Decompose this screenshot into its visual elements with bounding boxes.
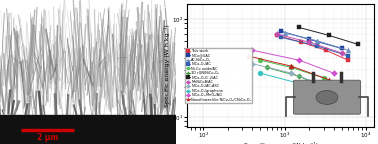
Circle shape: [316, 91, 338, 104]
This work: [299, 41, 304, 43]
NiCo@UAC: [339, 48, 344, 49]
FancyBboxPatch shape: [293, 80, 361, 114]
Bar: [0, 115, 176, 144]
NiCo₂O₄/AC-ASC: [250, 63, 255, 65]
NiCo₂O₄-MnO₂/AG: [332, 72, 336, 74]
Line: NiCo₂O₄/C-2/AC: NiCo₂O₄/C-2/AC: [297, 25, 361, 47]
MnNiCoB/AC: [307, 41, 311, 43]
Line: NiCo@UAC: NiCo@UAC: [279, 29, 344, 51]
This work: [274, 35, 279, 36]
AC-NiCo₂O₄: [346, 49, 350, 51]
Y-axis label: Specific energy (W h kg⁻¹): Specific energy (W h kg⁻¹): [164, 24, 170, 107]
NiCo₂O₄/C-2/AC: [297, 27, 301, 28]
MnNiCoB/AC: [339, 52, 344, 54]
NiCo@UAC: [279, 30, 283, 32]
NiCo₂O₄/AC: [279, 36, 283, 38]
NiCo@UAC: [307, 38, 311, 40]
Text: 2 μm: 2 μm: [37, 133, 58, 142]
Nanoflower-like NiCo₂O₄/CNiCo₂O₄: [289, 65, 293, 67]
NiCo₂O₄-MnO₂/AG: [297, 59, 301, 61]
NiCo₂O₄/graphene: [297, 83, 301, 84]
NiCo₂O₄/AC: [346, 55, 350, 57]
Line: Nanoflower-like NiCo₂O₄/CNiCo₂O₄: Nanoflower-like NiCo₂O₄/CNiCo₂O₄: [245, 53, 332, 82]
Line: NiCo₂O₄/graphene: NiCo₂O₄/graphene: [258, 71, 336, 105]
Line: 3D rGN/NiCo₂O₄: 3D rGN/NiCo₂O₄: [264, 65, 336, 94]
Nanoflower-like NiCo₂O₄/CNiCo₂O₄: [327, 79, 331, 80]
This work: [324, 49, 328, 51]
MnNiCoB/AC: [274, 33, 279, 35]
Nanoflower-like NiCo₂O₄/CNiCo₂O₄: [245, 55, 250, 57]
NiCo₂O₄/AC-ASC: [289, 72, 293, 74]
Ni-Co oxide/AC: [321, 77, 326, 79]
X-axis label: Specific power (W kg⁻¹): Specific power (W kg⁻¹): [243, 142, 318, 144]
3D rGN/NiCo₂O₄: [297, 75, 301, 77]
NiCo₂O₄/C-2/AC: [356, 44, 361, 45]
Legend: This work, NiCo@UAC, AC-NiCo₂O₄, NiCo₂O₄/AC, Ni-Co oxide/AC, 3D rGN/NiCo₂O₄, NiC: This work, NiCo@UAC, AC-NiCo₂O₄, NiCo₂O₄…: [185, 48, 252, 103]
NiCo₂O₄/AC-ASC: [327, 87, 331, 88]
Line: NiCo₂O₄/AC: NiCo₂O₄/AC: [279, 35, 350, 58]
NiCo₂O₄-MnO₂/AG: [250, 49, 255, 51]
Line: AC-NiCo₂O₄: AC-NiCo₂O₄: [282, 31, 350, 53]
Ni-Co oxide/AC: [289, 67, 293, 68]
AC-NiCo₂O₄: [315, 40, 319, 42]
NiCo₂O₄/graphene: [332, 102, 336, 104]
Line: NiCo₂O₄-MnO₂/AG: NiCo₂O₄-MnO₂/AG: [250, 48, 336, 75]
3D rGN/NiCo₂O₄: [332, 91, 336, 93]
This work: [346, 59, 350, 61]
Line: MnNiCoB/AC: MnNiCoB/AC: [275, 32, 344, 55]
Ni-Co oxide/AC: [258, 59, 262, 61]
NiCo₂O₄/AC: [315, 45, 319, 47]
Ni-Co oxide/AC: [351, 91, 356, 93]
Line: Ni-Co oxide/AC: Ni-Co oxide/AC: [258, 58, 356, 94]
Line: This work: This work: [274, 33, 350, 63]
Line: NiCo₂O₄/AC-ASC: NiCo₂O₄/AC-ASC: [250, 62, 331, 90]
3D rGN/NiCo₂O₄: [265, 67, 269, 68]
NiCo₂O₄/C-2/AC: [327, 35, 331, 36]
AC-NiCo₂O₄: [282, 32, 287, 34]
NiCo₂O₄/graphene: [258, 72, 262, 74]
